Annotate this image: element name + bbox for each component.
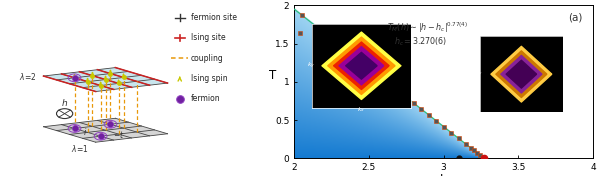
Point (469, 149, 478, 152)
Point (364, 67, 374, 69)
Text: coupling: coupling (191, 54, 223, 63)
Polygon shape (43, 68, 167, 92)
Point (394, 90, 403, 93)
Point (424, 114, 434, 116)
Circle shape (57, 109, 72, 119)
Y-axis label: T: T (269, 69, 276, 82)
Text: fermion site: fermion site (191, 13, 237, 22)
Point (439, 125, 448, 128)
Text: Ising site: Ising site (191, 33, 225, 42)
Text: (a): (a) (568, 13, 583, 23)
Text: fermion: fermion (191, 94, 220, 103)
Text: Ising spin: Ising spin (191, 74, 227, 83)
Text: $i$: $i$ (83, 126, 87, 137)
Point (478, 156, 487, 159)
Point (416, 108, 426, 110)
Text: $T_M(h) \sim |h-h_c|^{0.77(4)}$: $T_M(h) \sim |h-h_c|^{0.77(4)}$ (387, 21, 468, 35)
Text: $\lambda\!=\!1$: $\lambda\!=\!1$ (71, 143, 89, 154)
Text: $-t$: $-t$ (113, 129, 125, 140)
Point (472, 151, 481, 154)
Text: $\lambda\!=\!2$: $\lambda\!=\!2$ (19, 71, 37, 82)
Point (295, 32, 305, 34)
Polygon shape (43, 118, 167, 142)
Point (461, 143, 471, 146)
Point (379, 78, 389, 81)
Point (409, 102, 419, 105)
Point (466, 146, 475, 149)
Point (431, 119, 441, 122)
X-axis label: h: h (440, 174, 448, 176)
Text: $h$: $h$ (61, 97, 68, 108)
Point (297, 14, 306, 16)
Point (475, 153, 484, 156)
Point (454, 137, 463, 140)
Point (446, 131, 456, 134)
Text: $h_c = 3.270(6)$: $h_c = 3.270(6)$ (394, 36, 448, 48)
